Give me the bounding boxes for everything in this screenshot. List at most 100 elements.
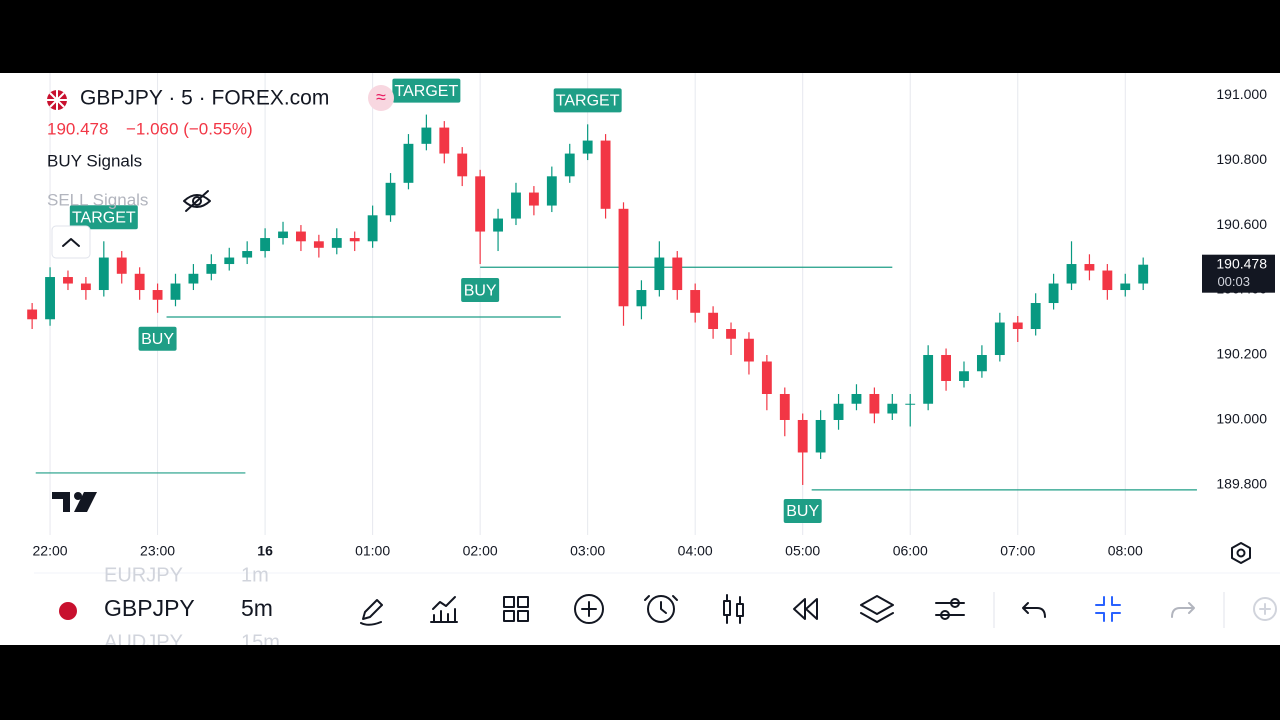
toolbar-symbol[interactable]: GBPJPY bbox=[104, 595, 195, 621]
signal-box bbox=[138, 326, 177, 351]
status-icon bbox=[368, 85, 394, 111]
app-background bbox=[0, 73, 1280, 645]
candle-body bbox=[708, 312, 719, 330]
candle-body bbox=[976, 355, 987, 372]
candle-body bbox=[80, 283, 91, 291]
candle-body bbox=[564, 153, 575, 177]
x-tick-label: 01:00 bbox=[355, 543, 390, 559]
y-tick-label: 190.800 bbox=[1216, 151, 1267, 167]
candle-body bbox=[403, 143, 414, 183]
alert-tool[interactable] bbox=[644, 595, 678, 623]
candle-body bbox=[672, 257, 683, 291]
indicator-name[interactable]: BUY Signals bbox=[47, 151, 142, 170]
draw-tool[interactable] bbox=[360, 599, 383, 626]
candle-body bbox=[905, 403, 916, 405]
letterbox-bottom bbox=[0, 645, 1280, 720]
x-tick-label: 05:00 bbox=[785, 543, 820, 559]
candle-body bbox=[421, 127, 432, 144]
candle-body bbox=[1012, 322, 1023, 330]
signal-box bbox=[553, 88, 622, 113]
settings-icon[interactable] bbox=[1231, 542, 1251, 564]
candle-body bbox=[170, 283, 181, 300]
tv-logo bbox=[52, 492, 97, 512]
candle-body bbox=[331, 238, 342, 248]
add-tool[interactable] bbox=[574, 594, 604, 624]
x-tick-label: 04:00 bbox=[678, 543, 713, 559]
redo-tool bbox=[1171, 602, 1195, 618]
candle-body bbox=[511, 192, 521, 219]
settings-tool[interactable] bbox=[935, 598, 965, 620]
candle-body bbox=[941, 355, 951, 381]
prev-symbol[interactable]: EURJPY bbox=[104, 564, 183, 586]
plot-area: 22:00 23:00 16 01:00 02:00 03:00 04:00 05:00 06:… bbox=[27, 73, 1267, 559]
flag-cross bbox=[47, 90, 67, 110]
signal-label: TARGET bbox=[395, 83, 459, 100]
collapse-button[interactable] bbox=[51, 225, 91, 259]
bar-countdown: 00:03 bbox=[1217, 274, 1250, 289]
layers-tool[interactable] bbox=[860, 595, 894, 623]
candle-body bbox=[63, 277, 73, 284]
status-glyph: ≈ bbox=[376, 87, 386, 107]
x-tick-label: 03:00 bbox=[570, 543, 605, 559]
candle-body bbox=[260, 238, 271, 252]
x-tick-label: 06:00 bbox=[893, 543, 928, 559]
candle-body bbox=[278, 231, 288, 239]
x-tick-label: 08:00 bbox=[1108, 543, 1143, 559]
undo-tool[interactable] bbox=[1022, 602, 1046, 618]
candle-body bbox=[582, 140, 593, 154]
signal-box bbox=[783, 498, 822, 523]
candle-body bbox=[242, 251, 253, 258]
candle-body bbox=[367, 215, 378, 242]
indicators-tool[interactable] bbox=[430, 596, 458, 623]
signal-box bbox=[69, 205, 138, 230]
price-change: −1.060 (−0.55%) bbox=[126, 119, 253, 138]
tv-logo-dot bbox=[74, 492, 82, 500]
y-tick-label: 189.800 bbox=[1216, 476, 1267, 492]
collapse-chevron bbox=[62, 238, 80, 247]
candle-body bbox=[797, 419, 808, 453]
templates-tool[interactable] bbox=[503, 596, 529, 622]
x-tick-label: 16 bbox=[257, 543, 273, 559]
candle-body bbox=[439, 127, 450, 154]
candle-body bbox=[546, 176, 557, 206]
signal-label: TARGET bbox=[556, 93, 620, 110]
signal-label: BUY bbox=[464, 282, 497, 299]
toolbar-interval[interactable]: 5m bbox=[241, 595, 273, 621]
signal-box bbox=[392, 78, 461, 103]
candle-body bbox=[27, 309, 38, 320]
signal-label: TARGET bbox=[72, 210, 136, 227]
candle-body bbox=[349, 238, 360, 242]
y-tick-label: 190.600 bbox=[1216, 216, 1267, 232]
candle-body bbox=[493, 218, 503, 232]
hide-icon[interactable] bbox=[183, 190, 211, 212]
x-tick-label: 23:00 bbox=[140, 543, 175, 559]
candle-body bbox=[45, 277, 55, 320]
candle-body bbox=[528, 192, 539, 206]
candle-body bbox=[1048, 283, 1059, 304]
candle-body bbox=[1120, 283, 1131, 291]
x-tick-label: 07:00 bbox=[1000, 543, 1035, 559]
y-tick-label: 191.000 bbox=[1216, 86, 1267, 102]
fullscreen-tool[interactable] bbox=[1095, 596, 1121, 622]
candle-body bbox=[98, 257, 109, 291]
candle-body bbox=[1102, 270, 1113, 291]
candle-body bbox=[1138, 264, 1149, 284]
candle-body bbox=[690, 290, 701, 313]
price-badge: 190.478 00:03 bbox=[1202, 254, 1275, 293]
x-tick-label: 02:00 bbox=[463, 543, 498, 559]
hidden-indicator-name[interactable]: SELL Signals bbox=[47, 190, 148, 209]
replay-tool[interactable] bbox=[793, 598, 818, 620]
chart-type-tool[interactable] bbox=[723, 594, 744, 624]
candle-body bbox=[188, 273, 199, 284]
last-price-label: 190.478 bbox=[1216, 255, 1267, 271]
signal-box bbox=[461, 278, 500, 303]
zoom-tool[interactable] bbox=[1253, 597, 1277, 621]
candle-body bbox=[1066, 264, 1077, 284]
last-price-box bbox=[1202, 254, 1275, 293]
candle-body bbox=[654, 257, 665, 291]
candle-body bbox=[779, 393, 790, 420]
prev-interval[interactable]: 1m bbox=[241, 564, 269, 586]
candle-body bbox=[923, 355, 934, 404]
symbol-title[interactable]: GBPJPY · 5 · FOREX.com bbox=[80, 87, 329, 110]
candle-body bbox=[1030, 303, 1041, 330]
